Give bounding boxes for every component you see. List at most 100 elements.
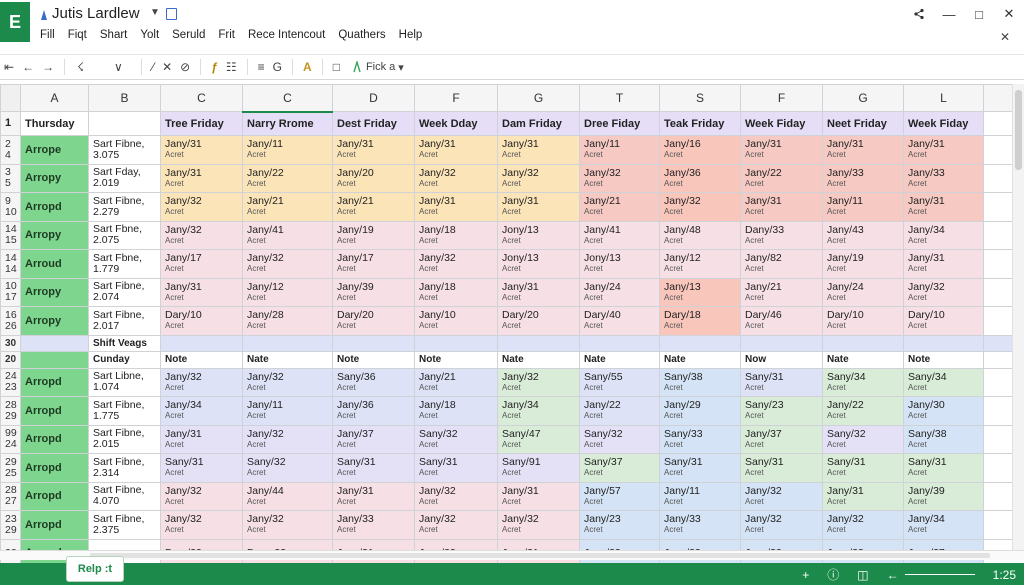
schedule-cell[interactable]: Jany/21 Acret [332,192,415,222]
employee-name-cell[interactable]: Arropy [20,277,89,307]
schedule-cell[interactable]: Jany/31 Acret [160,277,243,307]
schedule-cell[interactable]: Jany/21 Acret [414,367,498,397]
select-all-corner[interactable] [0,84,21,112]
cell[interactable] [242,334,333,352]
schedule-cell[interactable]: Jany/31 Acret [740,135,823,165]
menu-item[interactable]: Fiqt [67,29,87,41]
schedule-cell[interactable]: Sany/31 Acret [740,453,823,483]
schedule-cell[interactable]: Jany/31 Acret [822,481,904,511]
schedule-cell[interactable]: Jany/34 Acret [903,220,984,250]
cell[interactable] [740,334,823,352]
schedule-cell[interactable]: Sany/34 Acret [903,367,984,397]
schedule-cell[interactable]: Jany/11 Acret [822,192,904,222]
row-number[interactable]: 24 23 [0,367,21,397]
shift-info-cell[interactable]: Sart Libne, 1.074 [88,367,161,397]
row-number[interactable]: 28 29 [0,396,21,426]
employee-name-cell[interactable]: Arropd [20,424,89,454]
schedule-cell[interactable]: Sany/31 Acret [332,453,415,483]
employee-name-cell[interactable]: Arropd [20,481,89,511]
column-header[interactable]: T [579,84,660,112]
schedule-cell[interactable]: Sany/31 Acret [414,453,498,483]
schedule-cell[interactable]: Jany/18 Acret [414,396,498,426]
menu-item[interactable]: Yolt [140,29,160,41]
cell[interactable] [20,350,89,369]
schedule-cell[interactable]: Jany/31 Acret [332,481,415,511]
row-number[interactable]: 20 [0,350,21,369]
cell[interactable]: Dam Friday [497,111,580,136]
cell[interactable] [332,334,415,352]
sheet-tab[interactable]: Relp :t [66,556,124,582]
schedule-cell[interactable]: Jany/32 Acret [242,424,333,454]
schedule-cell[interactable]: Jany/17 Acret [160,249,243,279]
share-icon[interactable] [904,0,934,28]
employee-name-cell[interactable]: Arropy [20,306,89,336]
cell[interactable]: Narry Rrome [242,111,333,136]
refresh-icon[interactable]: G [272,60,283,74]
cell[interactable] [822,334,904,352]
employee-name-cell[interactable]: Arrope [20,135,89,165]
schedule-cell[interactable]: Jany/43 Acret [822,220,904,250]
schedule-cell[interactable]: Sany/91 Acret [497,453,580,483]
back-icon[interactable]: ← [22,60,35,74]
schedule-cell[interactable]: Sany/31 Acret [903,453,984,483]
schedule-cell[interactable]: Jany/30 Acret [903,396,984,426]
schedule-cell[interactable]: Jany/32 Acret [242,510,333,540]
cell[interactable]: Thursday [20,111,89,136]
column-header[interactable]: D [332,84,415,112]
schedule-cell[interactable]: Sany/37 Acret [579,453,660,483]
row-number[interactable]: 23 29 [0,510,21,540]
schedule-cell[interactable]: Dany/33 Acret [740,220,823,250]
schedule-cell[interactable]: Jany/32 Acret [242,367,333,397]
schedule-cell[interactable]: Jany/12 Acret [659,249,741,279]
schedule-cell[interactable]: Jany/32 Acret [659,192,741,222]
filter-icon[interactable]: ≡ [257,60,265,74]
schedule-cell[interactable]: Jany/32 Acret [579,163,660,193]
row-number[interactable]: 2 4 [0,135,21,165]
note-cell[interactable]: Now [740,350,823,369]
cell[interactable] [579,334,660,352]
schedule-cell[interactable]: Jany/11 Acret [579,135,660,165]
schedule-cell[interactable]: Jany/11 Acret [242,135,333,165]
schedule-cell[interactable]: Jany/22 Acret [822,396,904,426]
note-cell[interactable]: Note [414,350,498,369]
schedule-cell[interactable]: Jany/31 Acret [160,135,243,165]
column-header[interactable]: G [497,84,580,112]
menu-item[interactable]: Shart [99,29,128,41]
schedule-cell[interactable]: Jany/32 Acret [160,367,243,397]
schedule-cell[interactable]: Jany/31 Acret [903,249,984,279]
cell[interactable] [414,334,498,352]
schedule-cell[interactable]: Jany/33 Acret [659,510,741,540]
cell[interactable] [20,334,89,352]
note-row-label[interactable]: Cunday [88,350,161,369]
schedule-cell[interactable]: Jany/31 Acret [497,481,580,511]
schedule-cell[interactable]: Jany/19 Acret [822,249,904,279]
schedule-cell[interactable]: Jany/11 Acret [242,396,333,426]
no-format-icon[interactable]: ⊘ [180,60,191,74]
schedule-cell[interactable]: Jany/37 Acret [740,424,823,454]
schedule-cell[interactable]: Sany/38 Acret [659,367,741,397]
schedule-cell[interactable]: Dary/20 Acret [332,306,415,336]
schedule-cell[interactable]: Jany/32 Acret [160,192,243,222]
schedule-cell[interactable]: Jany/41 Acret [579,220,660,250]
row-number[interactable]: 16 26 [0,306,21,336]
column-header[interactable]: G [822,84,904,112]
schedule-cell[interactable]: Sany/31 Acret [659,453,741,483]
schedule-cell[interactable]: Jany/31 Acret [414,135,498,165]
schedule-cell[interactable]: Jany/19 Acret [332,220,415,250]
schedule-cell[interactable]: Jany/32 Acret [497,510,580,540]
schedule-cell[interactable]: Jany/41 Acret [242,220,333,250]
schedule-cell[interactable]: Jany/31 Acret [160,424,243,454]
undo-icon[interactable]: ⇤ [4,60,15,74]
schedule-cell[interactable]: Dary/40 Acret [579,306,660,336]
schedule-cell[interactable]: Jony/13 Acret [497,220,580,250]
schedule-cell[interactable]: Jany/34 Acret [497,396,580,426]
schedule-cell[interactable]: Jany/24 Acret [822,277,904,307]
schedule-cell[interactable]: Jany/34 Acret [903,510,984,540]
schedule-cell[interactable]: Jany/32 Acret [414,481,498,511]
schedule-cell[interactable]: Sany/23 Acret [740,396,823,426]
schedule-cell[interactable]: Jany/33 Acret [903,163,984,193]
row-number[interactable]: 30 [0,334,21,352]
schedule-cell[interactable]: Sany/31 Acret [160,453,243,483]
schedule-cell[interactable]: Jany/57 Acret [579,481,660,511]
schedule-cell[interactable]: Dary/10 Acret [160,306,243,336]
